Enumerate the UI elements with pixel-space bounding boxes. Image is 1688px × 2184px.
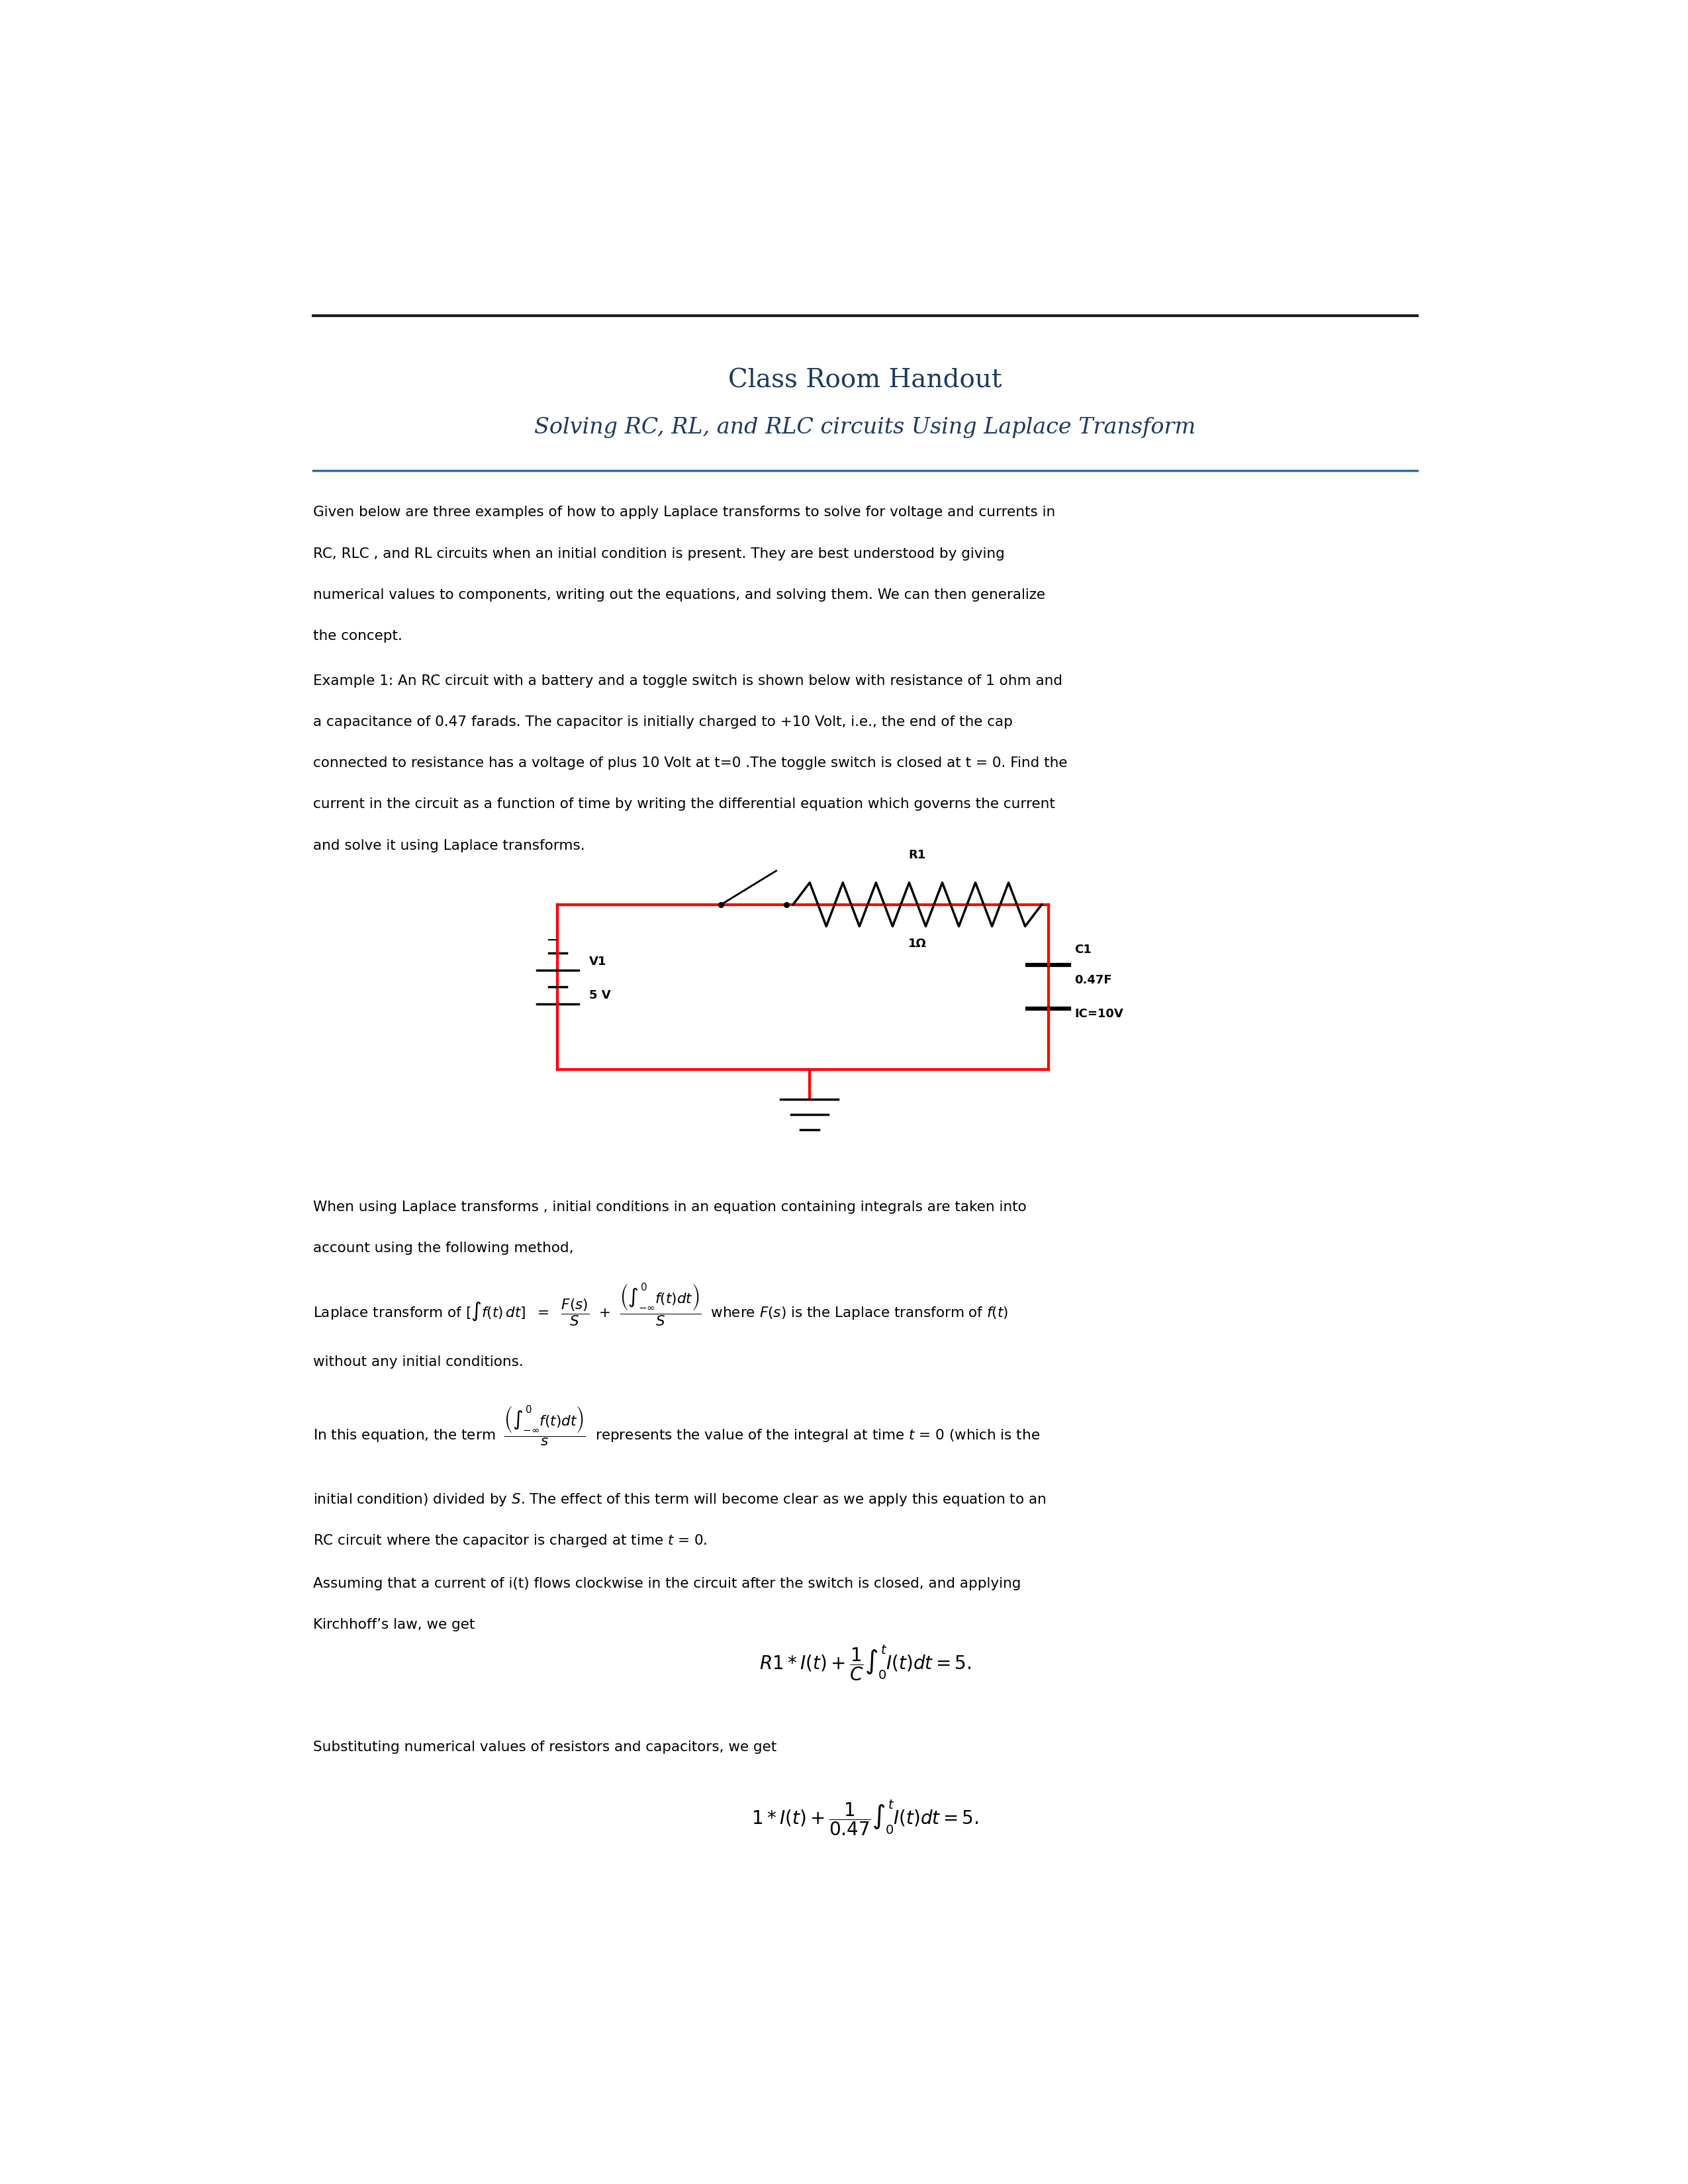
Text: $1 * I(t) + \dfrac{1}{0.47}\int_{0}^{t} I(t)dt = 5.$: $1 * I(t) + \dfrac{1}{0.47}\int_{0}^{t} … (751, 1797, 979, 1837)
Text: Laplace transform of [$\int f(t)\, dt$]  $=$  $\dfrac{F(s)}{S}$  $+$  $\dfrac{\l: Laplace transform of [$\int f(t)\, dt$] … (312, 1282, 1008, 1328)
Text: account using the following method,: account using the following method, (312, 1243, 574, 1256)
Text: Assuming that a current of i(t) flows clockwise in the circuit after the switch : Assuming that a current of i(t) flows cl… (312, 1577, 1021, 1590)
Text: $R1 * I(t) + \dfrac{1}{C}\int_{0}^{t} I(t)dt = 5.$: $R1 * I(t) + \dfrac{1}{C}\int_{0}^{t} I(… (760, 1642, 971, 1682)
Text: Substituting numerical values of resistors and capacitors, we get: Substituting numerical values of resisto… (312, 1741, 776, 1754)
Text: Kirchhoff’s law, we get: Kirchhoff’s law, we get (312, 1618, 474, 1631)
Text: Example 1: An RC circuit with a battery and a toggle switch is shown below with : Example 1: An RC circuit with a battery … (312, 675, 1062, 688)
Text: the concept.: the concept. (312, 629, 402, 642)
Text: current in the circuit as a function of time by writing the differential equatio: current in the circuit as a function of … (312, 797, 1055, 810)
Text: Class Room Handout: Class Room Handout (728, 369, 1003, 393)
Text: a capacitance of 0.47 farads. The capacitor is initially charged to +10 Volt, i.: a capacitance of 0.47 farads. The capaci… (312, 716, 1013, 729)
Text: 1Ω: 1Ω (908, 939, 927, 950)
Text: and solve it using Laplace transforms.: and solve it using Laplace transforms. (312, 839, 584, 852)
Text: Solving RC, RL, and RLC circuits Using Laplace Transform: Solving RC, RL, and RLC circuits Using L… (535, 417, 1195, 439)
Text: 0.47F: 0.47F (1074, 974, 1112, 987)
Text: RC, RLC , and RL circuits when an initial condition is present. They are best un: RC, RLC , and RL circuits when an initia… (312, 548, 1004, 561)
Text: When using Laplace transforms , initial conditions in an equation containing int: When using Laplace transforms , initial … (312, 1201, 1026, 1214)
Text: numerical values to components, writing out the equations, and solving them. We : numerical values to components, writing … (312, 587, 1045, 601)
Text: connected to resistance has a voltage of plus 10 Volt at t=0 .The toggle switch : connected to resistance has a voltage of… (312, 756, 1067, 769)
Text: V1: V1 (589, 957, 606, 968)
Text: initial condition) divided by $S$. The effect of this term will become clear as : initial condition) divided by $S$. The e… (312, 1492, 1047, 1507)
Text: C1: C1 (1074, 943, 1092, 957)
Text: 5 V: 5 V (589, 989, 611, 1000)
Text: In this equation, the term  $\dfrac{\left(\int_{-\infty}^{0} f(t)dt\right)}{s}$ : In this equation, the term $\dfrac{\left… (312, 1404, 1040, 1448)
Text: Given below are three examples of how to apply Laplace transforms to solve for v: Given below are three examples of how to… (312, 507, 1055, 520)
Text: IC=10V: IC=10V (1074, 1007, 1123, 1020)
Text: RC circuit where the capacitor is charged at time $t$ = 0.: RC circuit where the capacitor is charge… (312, 1533, 707, 1548)
Text: R1: R1 (908, 850, 927, 860)
Text: without any initial conditions.: without any initial conditions. (312, 1354, 523, 1369)
